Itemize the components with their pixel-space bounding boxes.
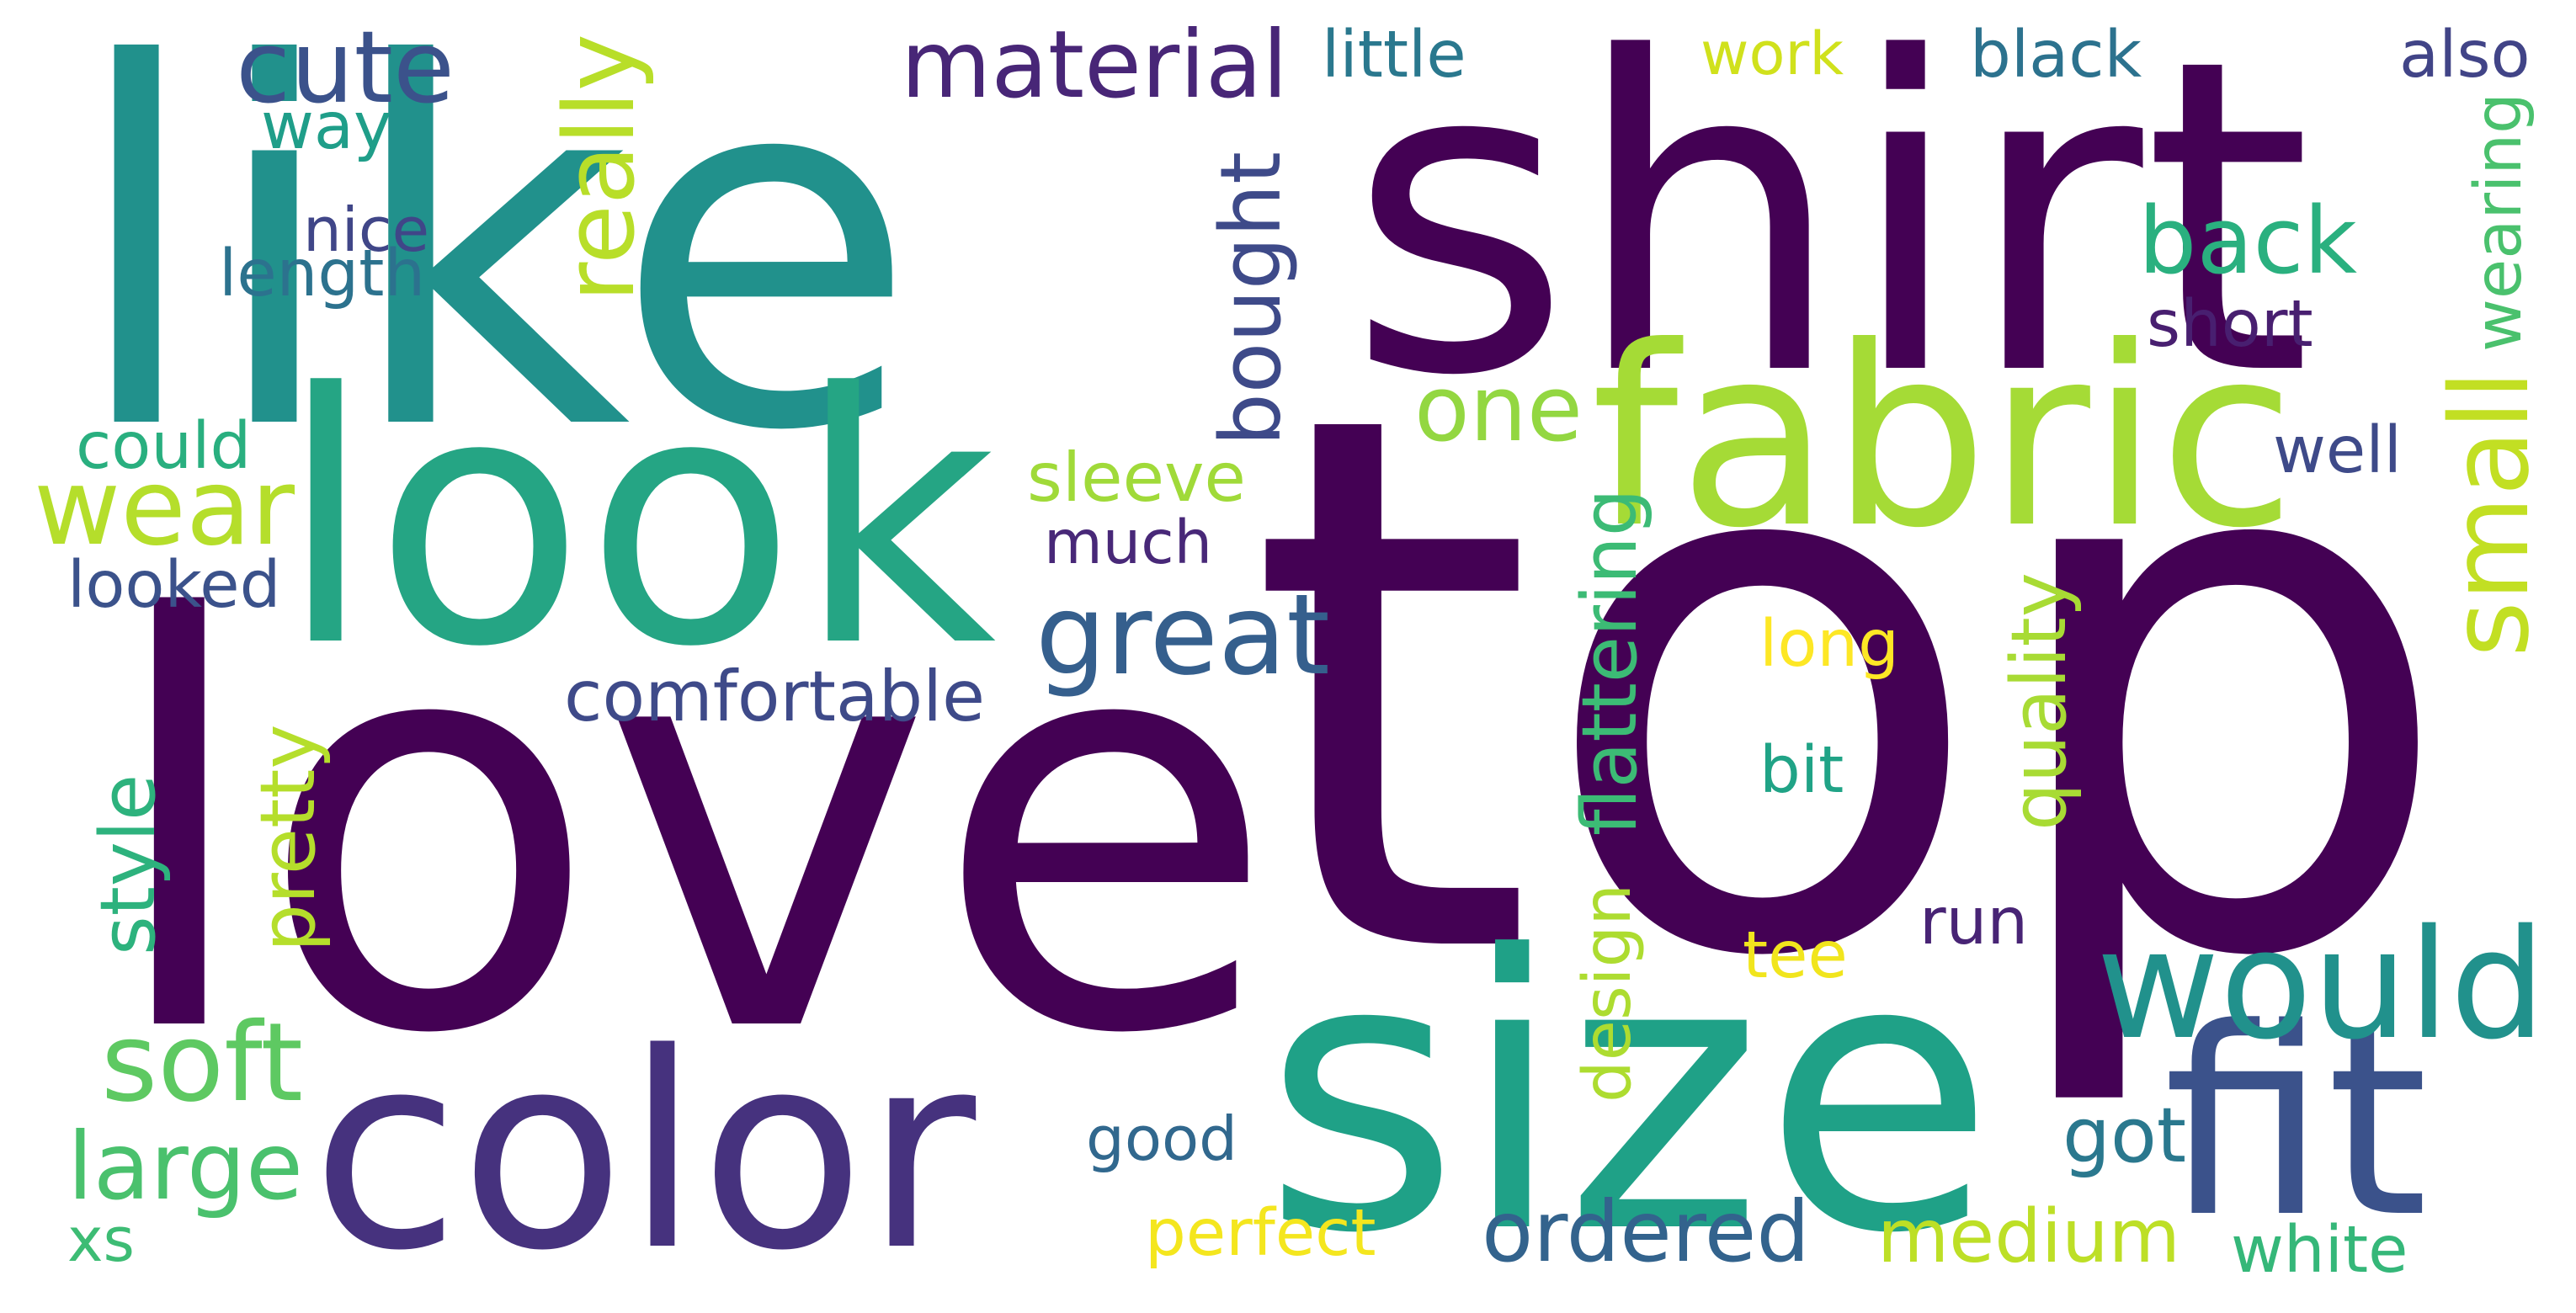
word-pretty: pretty [245, 724, 333, 952]
word-way: way [261, 88, 392, 164]
word-xs: xs [67, 1204, 135, 1276]
word-color: color [311, 994, 977, 1310]
word-small: small [2427, 370, 2553, 658]
word-wear: wear [34, 444, 295, 569]
word-back: back [2138, 187, 2358, 295]
word-black: black [1970, 17, 2142, 93]
word-love: love [101, 503, 1278, 1157]
word-also: also [2399, 17, 2531, 93]
word-much: much [1044, 506, 1213, 577]
word-large: large [67, 1113, 303, 1222]
word-well: well [2273, 412, 2402, 488]
word-fit: fit [2164, 971, 2429, 1274]
word-work: work [1700, 19, 1844, 88]
word-would: would [2096, 897, 2547, 1074]
word-flattering: flattering [1567, 488, 1655, 836]
word-bit: bit [1759, 732, 1844, 808]
word-size: size [1263, 875, 1996, 1313]
word-look: look [278, 320, 997, 723]
word-shirt: shirt [1347, 0, 2313, 470]
word-short: short [2147, 286, 2313, 362]
word-medium: medium [1877, 1193, 2180, 1279]
word-style: style [85, 774, 173, 956]
word-one: one [1414, 356, 1583, 462]
word-good: good [1086, 1104, 1237, 1176]
word-like: like [67, 0, 919, 540]
word-little: little [1322, 17, 1466, 93]
word-fabric: fabric [1591, 292, 2296, 582]
word-ordered: ordered [1482, 1182, 1810, 1281]
word-soft: soft [101, 1000, 304, 1127]
word-looked: looked [67, 547, 281, 623]
word-run: run [1919, 884, 2029, 960]
word-great: great [1035, 570, 1330, 700]
word-wearing: wearing [2461, 93, 2536, 352]
word-tee: tee [1743, 917, 1848, 993]
word-material: material [901, 11, 1289, 120]
word-length: length [219, 236, 426, 311]
word-comfortable: comfortable [564, 655, 986, 737]
word-sleeve: sleeve [1027, 438, 1246, 518]
word-top: top [1246, 258, 2458, 1119]
word-perfect: perfect [1145, 1195, 1376, 1271]
word-got: got [2062, 1092, 2187, 1180]
word-really: really [544, 34, 657, 302]
word-cute: cute [236, 9, 455, 125]
word-could: could [76, 408, 252, 484]
word-quality: quality [1996, 572, 2084, 831]
word-design: design [1568, 884, 1646, 1103]
word-long: long [1759, 606, 1899, 682]
word-bought: bought [1203, 152, 1301, 446]
word-white: white [2231, 1212, 2408, 1288]
word-nice: nice [303, 195, 430, 267]
